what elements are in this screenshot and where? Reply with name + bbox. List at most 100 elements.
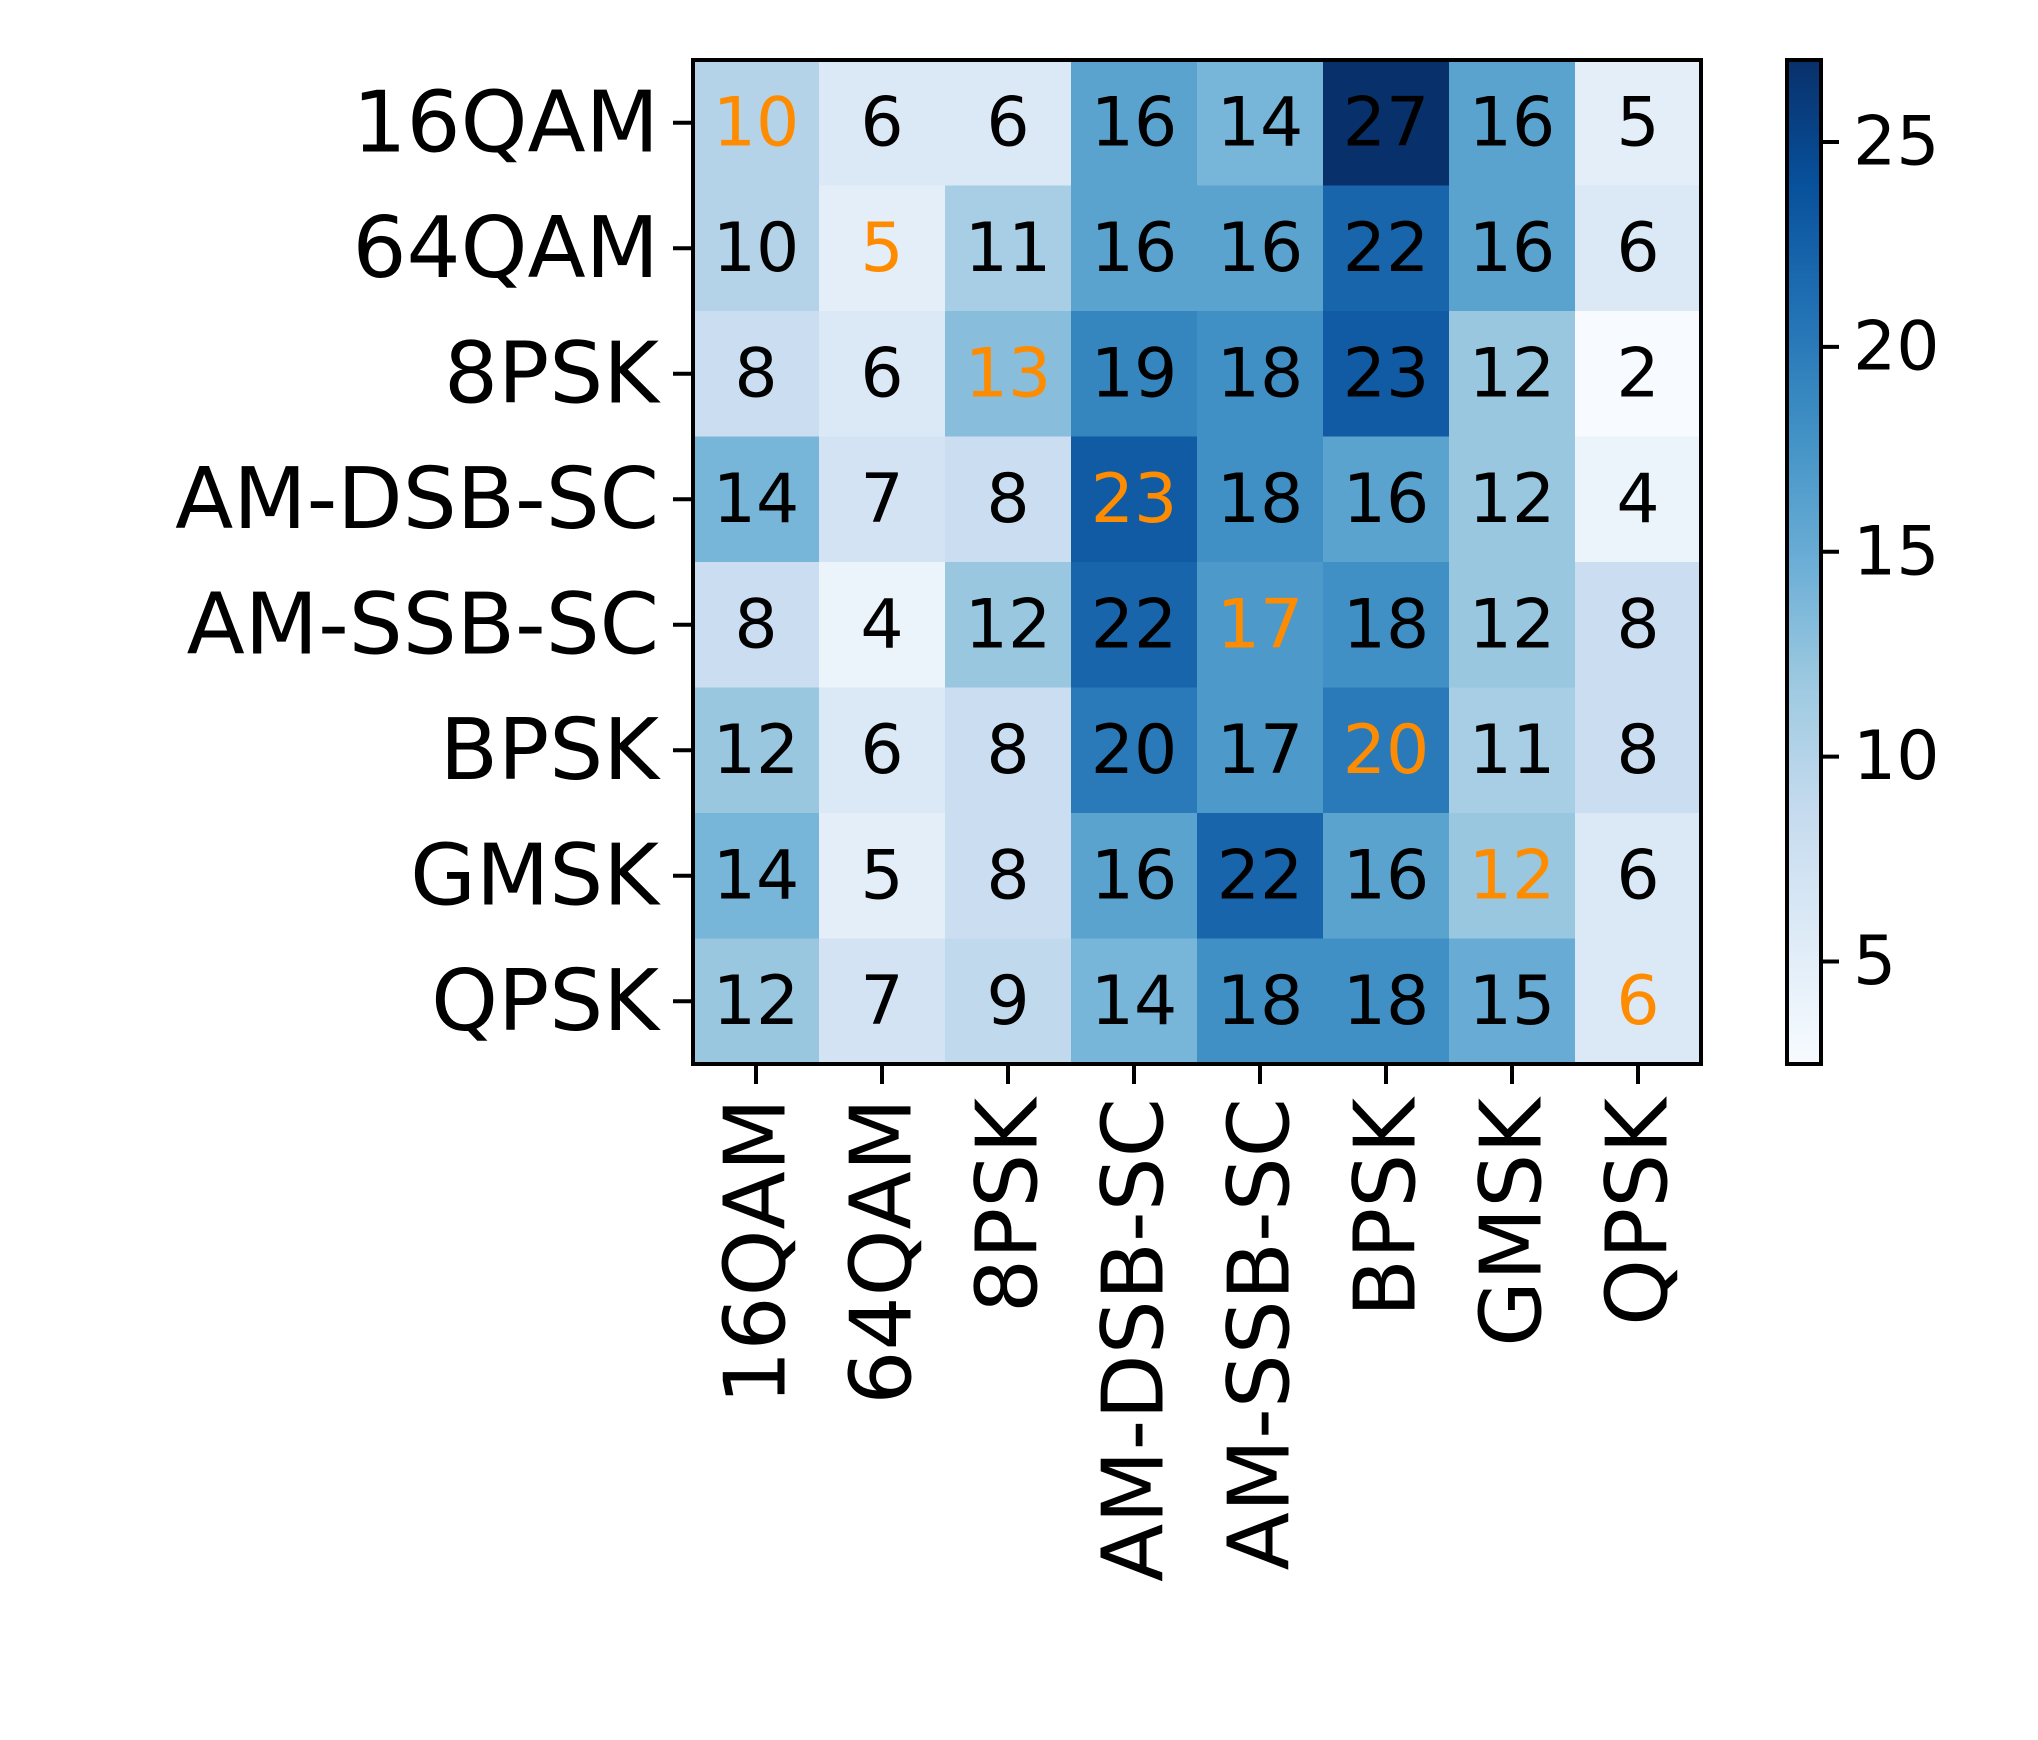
cell-value-label: 23 (1091, 460, 1178, 539)
heatmap-cell (693, 436, 820, 563)
heatmap-cell (1575, 562, 1702, 688)
heatmap-cell (1449, 938, 1576, 1065)
heatmap-cell (1197, 311, 1324, 437)
cell-value-label: 8 (734, 334, 777, 413)
heatmap-cell (819, 813, 946, 939)
heatmap-cell (1449, 436, 1576, 563)
cell-value-label: 20 (1091, 711, 1178, 790)
heatmap-cell (1197, 938, 1324, 1065)
colorbar: 5 10 15 20 25 (1785, 58, 1940, 1066)
heatmap-cell (1323, 60, 1450, 186)
x-tick-label: 16QAM (707, 1098, 806, 1405)
heatmap-cell (819, 185, 946, 312)
heatmap-cell (1323, 687, 1450, 814)
heatmap-cell (693, 813, 820, 939)
colorbar-fill (1787, 60, 1821, 1064)
cell-value-label: 12 (713, 711, 800, 790)
cell-value-label: 20 (1343, 711, 1430, 790)
cell-value-label: 18 (1217, 334, 1304, 413)
cell-value-label: 2 (1616, 334, 1659, 413)
plot-frame (691, 58, 1703, 1066)
heatmap-cell (1197, 813, 1324, 939)
x-tick-label: 64QAM (833, 1098, 932, 1405)
cell-value-label: 6 (860, 711, 903, 790)
cell-value-label: 7 (860, 460, 903, 539)
cell-value-label: 16 (1343, 836, 1430, 915)
heatmap-cell (945, 813, 1072, 939)
heatmap-cell (1071, 60, 1198, 186)
cell-value-label: 13 (965, 334, 1052, 413)
cell-value-label: 7 (860, 962, 903, 1041)
heatmap-cell (945, 60, 1072, 186)
heatmap-cell (945, 687, 1072, 814)
cell-value-label: 6 (860, 83, 903, 162)
cell-value-label: 5 (860, 209, 903, 288)
cell-value-label: 16 (1217, 209, 1304, 288)
cell-value-label: 22 (1091, 585, 1178, 664)
cell-value-label: 8 (986, 711, 1029, 790)
heatmap-cell (1323, 185, 1450, 312)
cell-value-label: 14 (1091, 962, 1178, 1041)
cell-value-label: 12 (1469, 460, 1556, 539)
cell-value-label: 10 (713, 209, 800, 288)
heatmap-cell (945, 938, 1072, 1065)
colorbar-tick-label: 10 (1853, 717, 1940, 796)
cell-value-label: 14 (713, 836, 800, 915)
y-tick-label: 64QAM (352, 199, 659, 298)
heatmap-cell (1323, 311, 1450, 437)
y-tick-label: BPSK (440, 701, 662, 800)
cell-value-label: 17 (1217, 585, 1304, 664)
heatmap-cell (1575, 60, 1702, 186)
heatmap-cell (693, 687, 820, 814)
y-tick-label: 8PSK (444, 324, 661, 423)
cell-value-label: 8 (986, 836, 1029, 915)
x-tick-label: AM-SSB-SC (1211, 1098, 1310, 1570)
heatmap-cell (1323, 938, 1450, 1065)
heatmap-cell (1323, 813, 1450, 939)
heatmap-cell (819, 311, 946, 437)
heatmap-cell-labels: 10 6 6 16 14 27 16 510 5 11 16 16 22 16 68 6 13 19 18 23 12 2… (713, 83, 1660, 1041)
heatmap-cell (1323, 436, 1450, 563)
cell-value-label: 8 (1616, 711, 1659, 790)
cell-value-label: 16 (1091, 836, 1178, 915)
heatmap-cell (1071, 185, 1198, 312)
heatmap-cell (1449, 562, 1576, 688)
heatmap-cell (1197, 60, 1324, 186)
cell-value-label: 6 (1616, 836, 1659, 915)
heatmap-cell (1071, 436, 1198, 563)
heatmap-cell (945, 185, 1072, 312)
heatmap-cell (1575, 311, 1702, 437)
heatmap-cell (693, 60, 820, 186)
heatmap-cell (945, 436, 1072, 563)
colorbar-frame (1785, 58, 1823, 1066)
heatmap-cell (1323, 562, 1450, 688)
heatmap-cell (1071, 938, 1198, 1065)
heatmap-cell (693, 185, 820, 312)
cell-value-label: 16 (1091, 83, 1178, 162)
y-tick-label: AM-SSB-SC (187, 575, 659, 674)
colorbar-tick-label: 25 (1853, 102, 1940, 181)
heatmap-cell (1071, 562, 1198, 688)
cell-value-label: 4 (860, 585, 903, 664)
heatmap-cell (819, 562, 946, 688)
cell-value-label: 22 (1217, 836, 1304, 915)
x-axis: 16QAM 64QAM 8PSK AM-DSB-SC AM-SSB-SC BPSK GMSK… (707, 1064, 1688, 1582)
cell-value-label: 18 (1217, 460, 1304, 539)
y-tick-label: 16QAM (352, 73, 659, 172)
heatmap-cell (819, 60, 946, 186)
cell-value-label: 23 (1343, 334, 1430, 413)
heatmap-cell (819, 436, 946, 563)
heatmap-cell (1071, 813, 1198, 939)
heatmap-cell (1575, 185, 1702, 312)
cell-value-label: 12 (1469, 836, 1556, 915)
colorbar-tick-label: 15 (1853, 512, 1940, 591)
heatmap-cell (693, 311, 820, 437)
cell-value-label: 18 (1343, 585, 1430, 664)
cell-value-label: 5 (860, 836, 903, 915)
heatmap-cell (1575, 813, 1702, 939)
cell-value-label: 11 (965, 209, 1052, 288)
y-tick-label: AM-DSB-SC (175, 450, 659, 549)
heatmap-cell (1449, 185, 1576, 312)
cell-value-label: 6 (860, 334, 903, 413)
cell-value-label: 18 (1217, 962, 1304, 1041)
